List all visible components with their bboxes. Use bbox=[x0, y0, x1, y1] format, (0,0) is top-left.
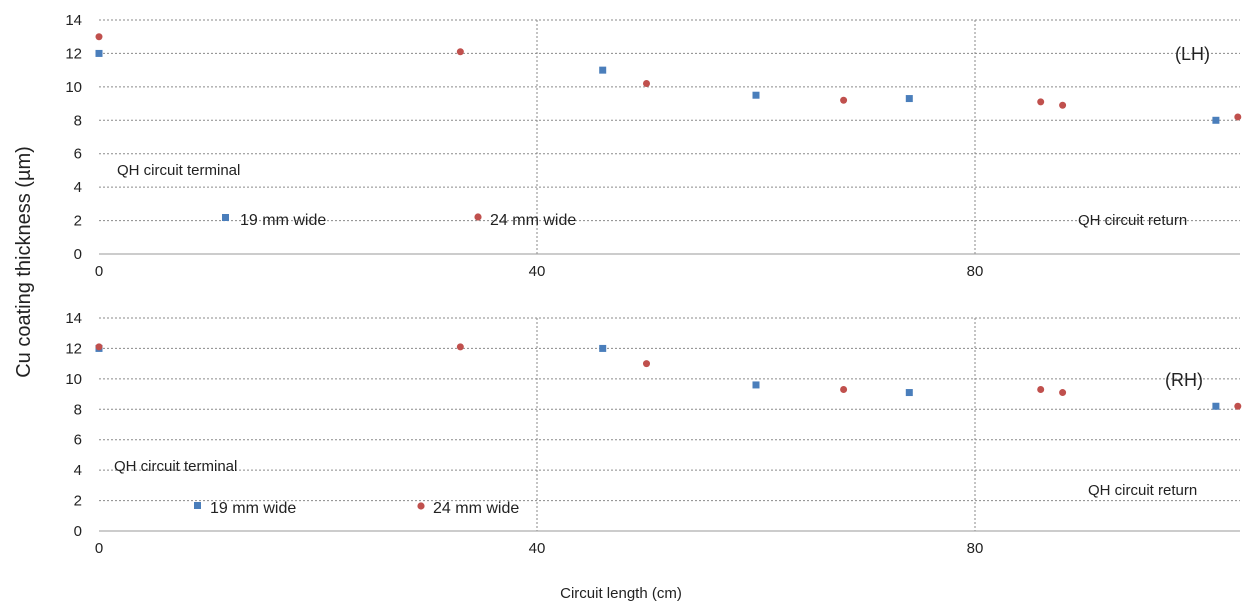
rh-y-tick-label: 2 bbox=[74, 493, 82, 510]
rh-point-19mm bbox=[1212, 402, 1220, 410]
rh-y-tick-label: 10 bbox=[65, 371, 82, 388]
rh-terminal-annotation: QH circuit terminal bbox=[114, 458, 237, 475]
lh-point-24mm bbox=[1234, 113, 1242, 121]
rh-x-tick-label: 40 bbox=[529, 540, 546, 557]
lh-y-tick-label: 14 bbox=[65, 12, 82, 29]
rh-y-tick-label: 8 bbox=[74, 401, 82, 418]
rh-y-tick-label: 4 bbox=[74, 462, 82, 479]
rh-panel: 0246810121404080120160200240280320360400… bbox=[65, 310, 1242, 557]
lh-point-24mm bbox=[456, 48, 464, 56]
lh-y-tick-label: 12 bbox=[65, 45, 82, 62]
lh-point-24mm bbox=[95, 33, 103, 41]
rh-panel-label: (RH) bbox=[1165, 370, 1203, 390]
lh-x-tick-label: 40 bbox=[529, 263, 546, 280]
lh-x-tick-label: 0 bbox=[95, 263, 103, 280]
lh-legend-marker-24mm bbox=[474, 213, 482, 221]
lh-y-tick-label: 0 bbox=[74, 246, 82, 263]
lh-point-24mm bbox=[1059, 101, 1067, 109]
lh-point-19mm bbox=[1212, 116, 1220, 124]
rh-y-tick-label: 0 bbox=[74, 523, 82, 540]
lh-terminal-annotation: QH circuit terminal bbox=[117, 162, 240, 179]
rh-point-24mm bbox=[456, 343, 464, 351]
rh-point-19mm bbox=[905, 389, 913, 397]
rh-grid bbox=[99, 317, 1240, 532]
rh-point-19mm bbox=[752, 381, 760, 389]
lh-legend-label-19mm: 19 mm wide bbox=[240, 212, 326, 229]
rh-point-24mm bbox=[840, 386, 848, 394]
lh-point-19mm bbox=[599, 66, 607, 74]
rh-point-19mm bbox=[599, 344, 607, 352]
lh-return-annotation: QH circuit return bbox=[1078, 212, 1187, 229]
lh-y-tick-label: 10 bbox=[65, 79, 82, 96]
rh-legend-label-24mm: 24 mm wide bbox=[433, 500, 519, 517]
rh-axis-ticks: 0246810121404080120160200240280320360400… bbox=[65, 310, 984, 557]
lh-y-tick-label: 4 bbox=[74, 179, 82, 196]
lh-point-19mm bbox=[752, 91, 760, 99]
rh-point-24mm bbox=[1037, 386, 1045, 394]
rh-return-annotation: QH circuit return bbox=[1088, 482, 1197, 499]
lh-legend: 19 mm wide 24 mm wide bbox=[222, 212, 576, 229]
lh-y-tick-label: 6 bbox=[74, 146, 82, 163]
lh-data-points bbox=[95, 33, 1242, 124]
lh-axis-ticks: 0246810121404080120160200240280320360400… bbox=[65, 12, 984, 280]
rh-y-tick-label: 6 bbox=[74, 432, 82, 449]
lh-point-24mm bbox=[840, 96, 848, 104]
lh-point-24mm bbox=[1037, 98, 1045, 106]
rh-point-24mm bbox=[1059, 389, 1067, 397]
lh-point-24mm bbox=[643, 80, 650, 88]
rh-legend-label-19mm: 19 mm wide bbox=[210, 500, 296, 517]
rh-y-tick-label: 12 bbox=[65, 340, 82, 357]
rh-point-24mm bbox=[95, 343, 103, 351]
lh-y-tick-label: 8 bbox=[74, 112, 82, 129]
rh-x-tick-label: 0 bbox=[95, 540, 103, 557]
rh-point-24mm bbox=[643, 360, 650, 368]
y-axis-title: Cu coating thickness (µm) bbox=[13, 146, 35, 378]
rh-legend: 19 mm wide 24 mm wide bbox=[194, 500, 519, 517]
rh-legend-marker-24mm bbox=[417, 502, 425, 510]
lh-point-19mm bbox=[95, 49, 103, 57]
lh-panel: 0246810121404080120160200240280320360400… bbox=[65, 12, 1242, 280]
rh-point-24mm bbox=[1234, 402, 1242, 410]
rh-legend-marker-19mm bbox=[194, 502, 201, 509]
rh-x-tick-label: 80 bbox=[967, 540, 984, 557]
lh-grid bbox=[99, 19, 1240, 255]
lh-legend-label-24mm: 24 mm wide bbox=[490, 212, 576, 229]
lh-point-19mm bbox=[905, 95, 913, 103]
rh-data-points bbox=[95, 343, 1242, 410]
lh-x-tick-label: 80 bbox=[967, 263, 984, 280]
lh-panel-label: (LH) bbox=[1175, 44, 1210, 64]
lh-legend-marker-19mm bbox=[222, 214, 229, 221]
x-axis-title: Circuit length (cm) bbox=[560, 585, 682, 602]
lh-y-tick-label: 2 bbox=[74, 213, 82, 230]
rh-y-tick-label: 14 bbox=[65, 310, 82, 327]
